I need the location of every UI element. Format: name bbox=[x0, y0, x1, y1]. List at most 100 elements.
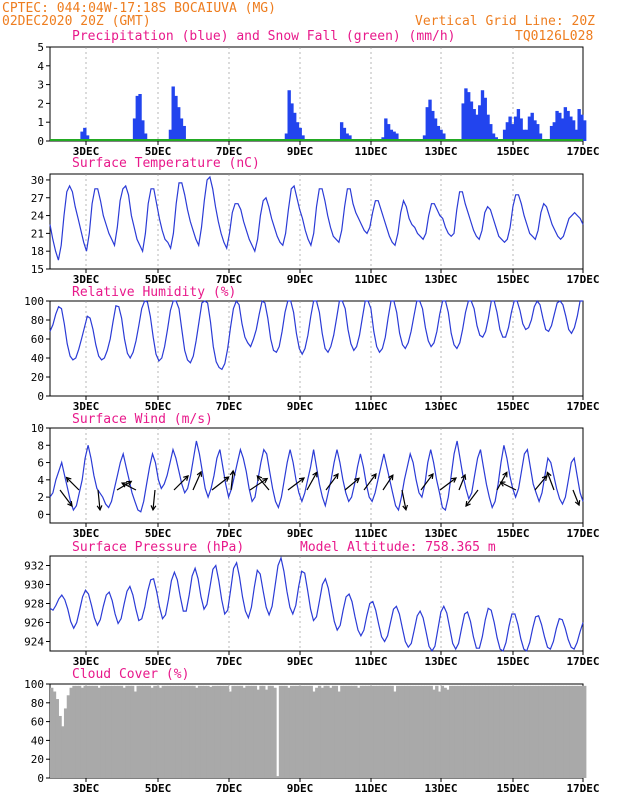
cloud-bar bbox=[242, 687, 246, 778]
x-tick-label: 13DEC bbox=[424, 145, 457, 158]
cloud-bar bbox=[359, 685, 364, 778]
cloud-bar bbox=[75, 685, 79, 778]
x-tick-label: 7DEC bbox=[216, 527, 243, 540]
cloud-bar bbox=[289, 685, 294, 778]
wind-arrow bbox=[439, 477, 457, 491]
cloud-bar bbox=[245, 685, 249, 778]
x-tick-label: 7DEC bbox=[216, 145, 243, 158]
cloud-bar bbox=[256, 689, 260, 778]
wind-arrow-head bbox=[428, 472, 434, 480]
precip-bar bbox=[480, 90, 485, 141]
header-grid-line: Vertical Grid Line: 20Z bbox=[415, 14, 595, 29]
wind-arrow bbox=[325, 473, 339, 491]
precip-bar bbox=[83, 127, 87, 141]
y-tick-label: 24 bbox=[31, 210, 45, 223]
cloud-bar bbox=[186, 685, 191, 778]
wind-arrow bbox=[465, 489, 479, 507]
y-tick-label: 18 bbox=[31, 245, 44, 258]
wind-arrow bbox=[192, 471, 202, 491]
cloud-bar bbox=[192, 685, 196, 778]
cloud-bar bbox=[86, 685, 90, 778]
cloud-bar bbox=[178, 685, 182, 778]
y-tick-label: 0 bbox=[37, 772, 44, 785]
y-tick-label: 80 bbox=[31, 314, 44, 327]
x-tick-label: 15DEC bbox=[496, 273, 529, 286]
cloud-bar bbox=[147, 685, 152, 778]
cloud-bar bbox=[298, 685, 302, 778]
marks-temperature: 15 18 21 24 27 30 3DEC 5DEC 7DEC 9DEC 11DEC 13DEC 15… bbox=[31, 174, 600, 286]
cloud-bar bbox=[398, 685, 403, 778]
precip-bar bbox=[538, 133, 543, 141]
wind-arrow-head bbox=[574, 500, 581, 507]
cloud-bar bbox=[541, 685, 545, 778]
cloud-bar bbox=[451, 685, 456, 778]
cloud-bar bbox=[393, 691, 397, 778]
cloud-bar bbox=[345, 685, 350, 778]
precip-bar bbox=[293, 112, 297, 141]
wind-arrow bbox=[287, 477, 305, 491]
x-tick-label: 5DEC bbox=[145, 782, 172, 795]
cloud-bar bbox=[370, 685, 375, 778]
precip-bar bbox=[386, 124, 391, 141]
cloud-bar bbox=[203, 685, 207, 778]
cloud-bar bbox=[153, 685, 157, 778]
cloud-bar bbox=[465, 685, 470, 778]
header-station: CPTEC: 044:04W-17:18S BOCAIUVA (MG) bbox=[2, 1, 276, 16]
x-tick-label: 13DEC bbox=[424, 782, 457, 795]
wind-arrow bbox=[173, 475, 189, 491]
y-tick-label: 80 bbox=[31, 697, 44, 710]
x-tick-label: 15DEC bbox=[496, 400, 529, 413]
cloud-bar bbox=[382, 685, 386, 778]
cloud-bar bbox=[396, 685, 400, 778]
precip-bar bbox=[80, 131, 84, 141]
precip-bar bbox=[342, 127, 347, 141]
precip-bar bbox=[284, 133, 289, 141]
cloud-bar bbox=[189, 685, 193, 778]
cloud-bar bbox=[169, 685, 174, 778]
cloud-bar bbox=[264, 689, 269, 778]
precip-bar bbox=[536, 124, 540, 141]
precip-bar bbox=[522, 129, 526, 141]
wind-arrow bbox=[121, 482, 137, 491]
precip-bar bbox=[171, 86, 175, 141]
header-run-code: TQ0126L028 bbox=[515, 29, 593, 44]
cloud-bar bbox=[404, 685, 408, 778]
precip-bar bbox=[516, 109, 521, 141]
y-tick-label: 924 bbox=[24, 636, 44, 649]
x-tick-label: 7DEC bbox=[216, 273, 243, 286]
cloud-bar bbox=[362, 685, 366, 778]
cloud-bar bbox=[351, 685, 355, 778]
precip-bar bbox=[467, 92, 471, 141]
cloud-bar bbox=[250, 685, 255, 778]
precip-bar bbox=[489, 124, 493, 141]
wind-arrow-head bbox=[96, 505, 103, 512]
cloud-bar bbox=[119, 685, 124, 778]
cloud-bar bbox=[206, 685, 210, 778]
precip-bar bbox=[505, 122, 510, 141]
cloud-bar bbox=[100, 685, 104, 778]
cloud-bar bbox=[379, 685, 383, 778]
y-tick-label: 0 bbox=[37, 390, 44, 403]
marks-humidity: 0 20 40 60 80 100 3DEC 5DEC 7DEC 9DEC 11DEC 13DEC 15… bbox=[24, 295, 599, 413]
y-tick-label: 926 bbox=[24, 617, 44, 630]
x-tick-label: 15DEC bbox=[496, 655, 529, 668]
x-tick-label: 13DEC bbox=[424, 655, 457, 668]
cloud-bar bbox=[557, 685, 562, 778]
cloud-bar bbox=[142, 685, 146, 778]
wind-arrow-head bbox=[312, 471, 318, 478]
cloud-bar bbox=[94, 685, 99, 778]
cloud-bar bbox=[418, 685, 422, 778]
x-tick-label: 17DEC bbox=[566, 145, 599, 158]
cloud-bar bbox=[225, 685, 230, 778]
x-tick-label: 7DEC bbox=[216, 400, 243, 413]
x-tick-label: 15DEC bbox=[496, 782, 529, 795]
precip-bar bbox=[290, 103, 294, 141]
cloud-bar bbox=[504, 685, 509, 778]
humidity-line bbox=[49, 299, 583, 371]
precip-bar bbox=[442, 133, 446, 141]
y-tick-label: 0 bbox=[37, 508, 44, 521]
cloud-bar bbox=[446, 689, 450, 778]
precip-bar bbox=[428, 99, 432, 141]
wind-arrow-head bbox=[126, 480, 133, 487]
cloud-bar bbox=[538, 685, 542, 778]
